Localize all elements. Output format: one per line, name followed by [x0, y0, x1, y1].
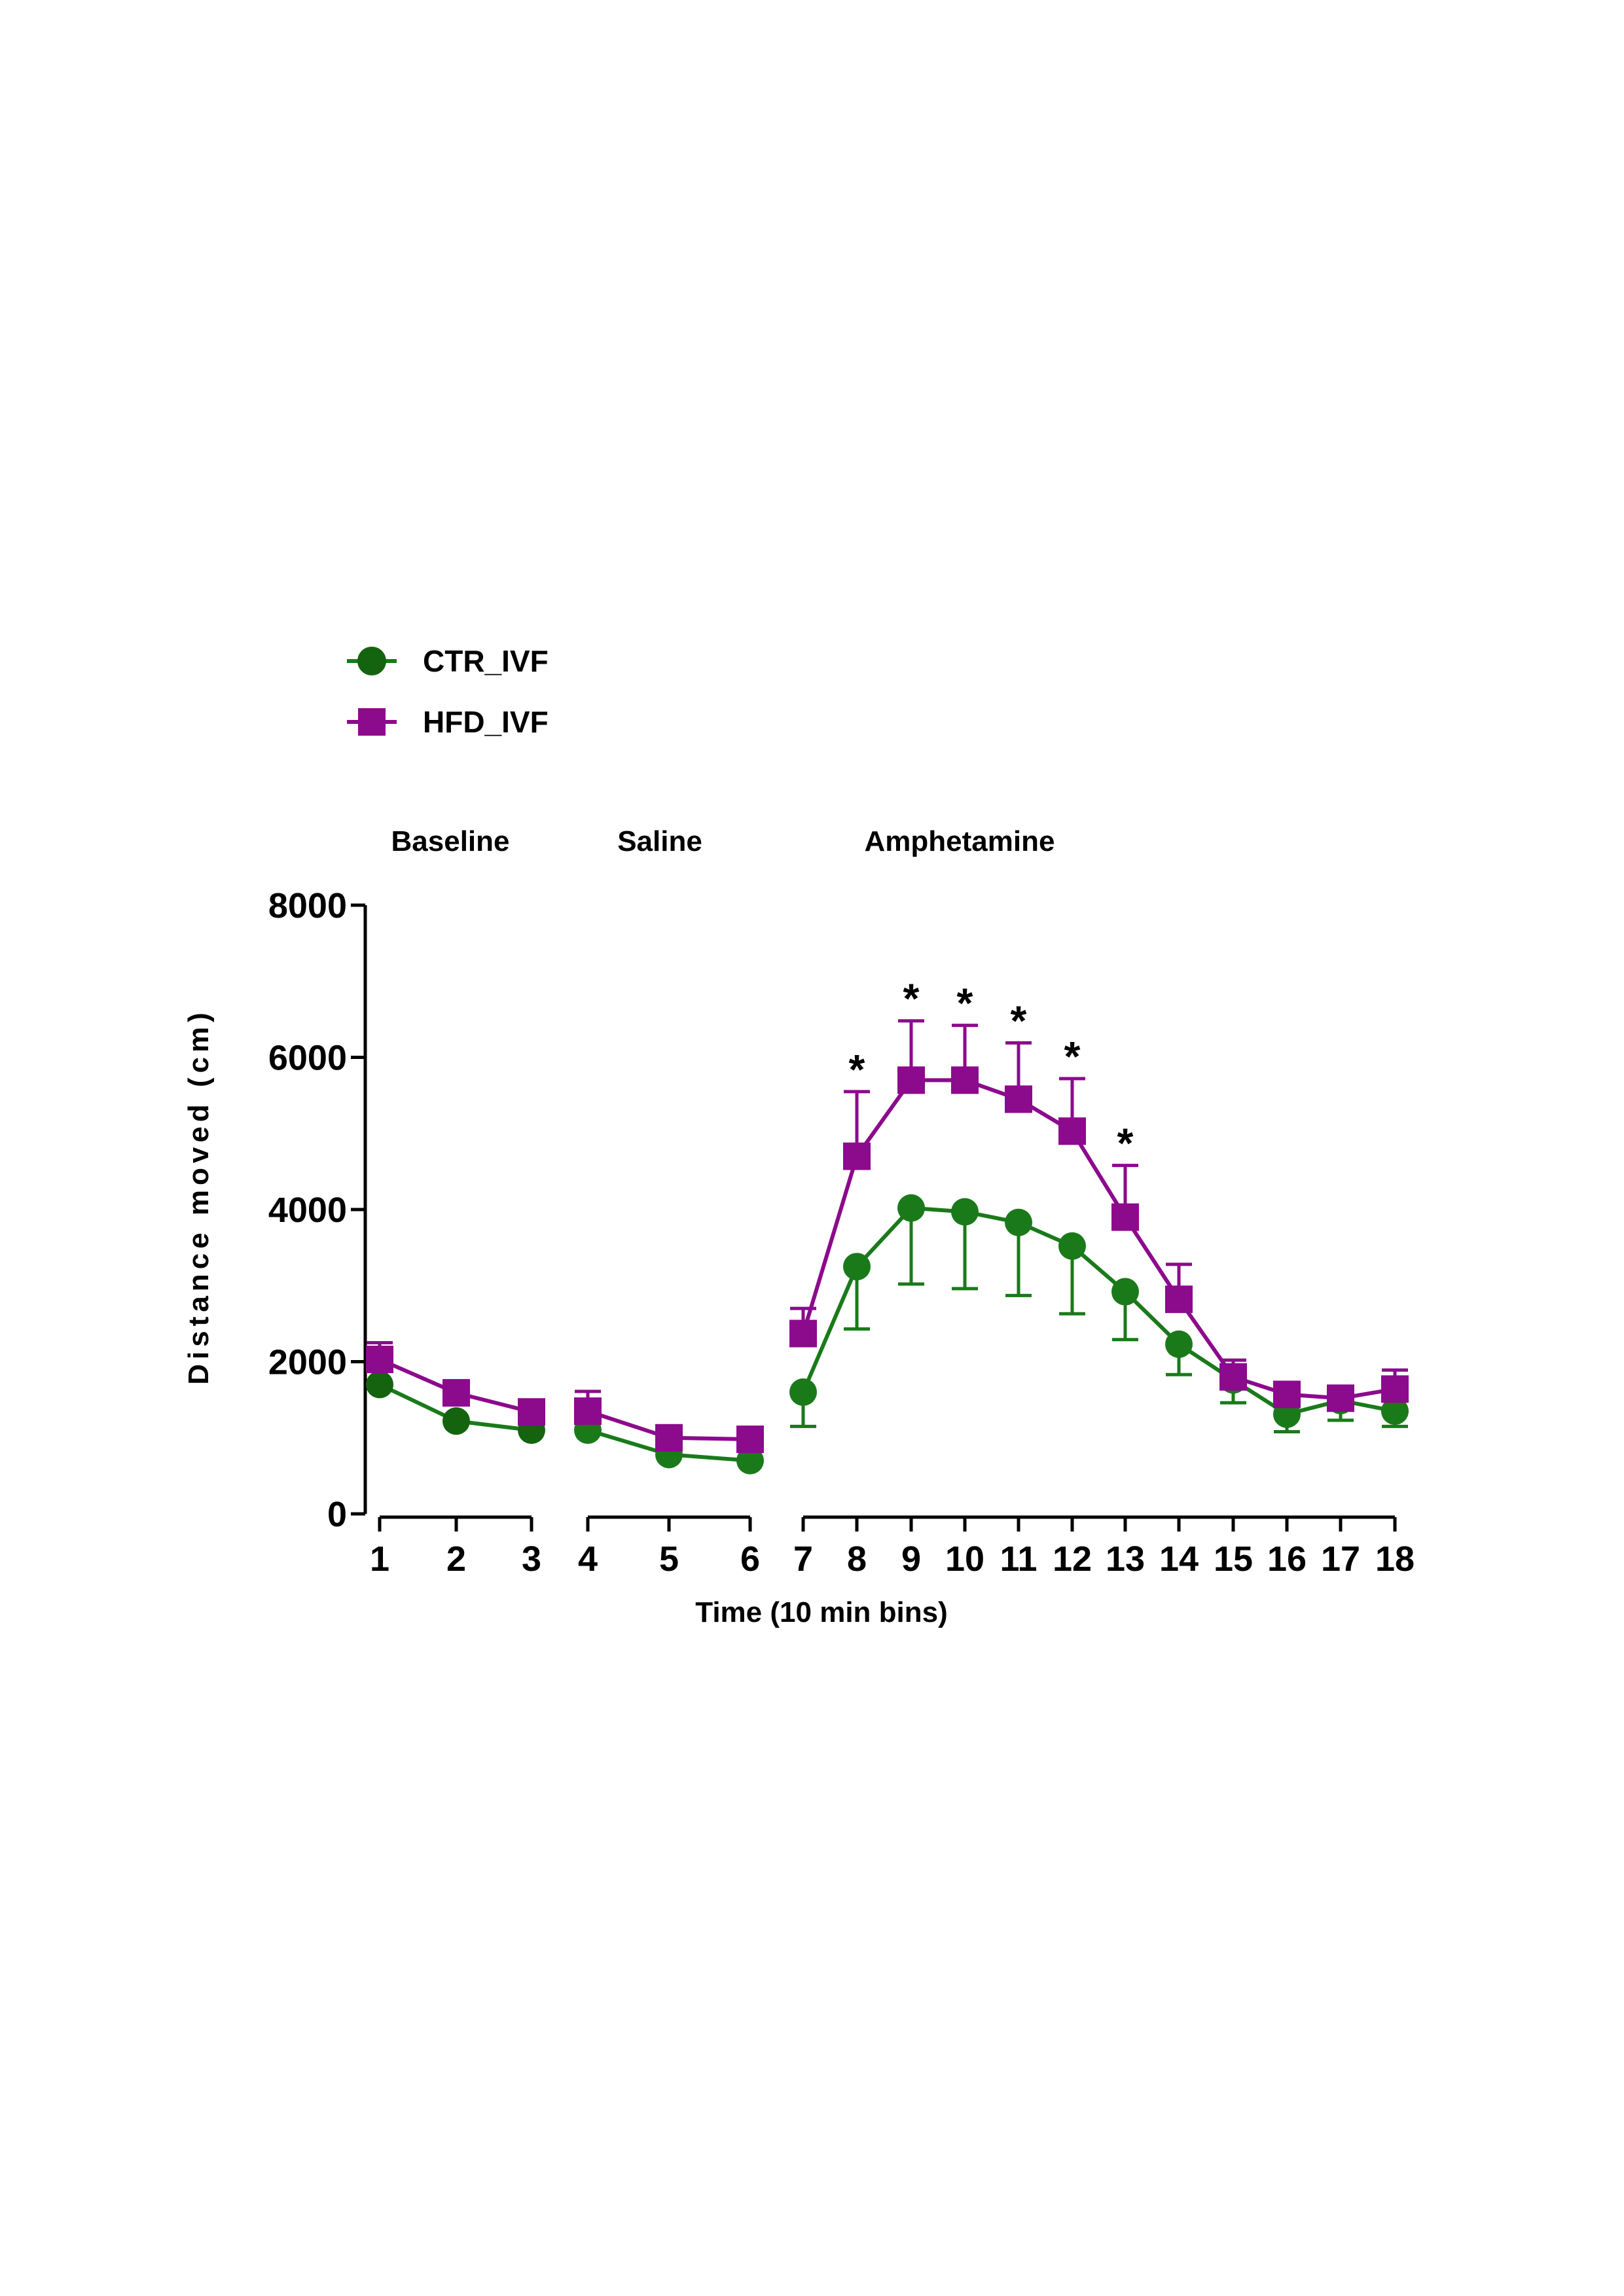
x-tick-label: 14: [1159, 1539, 1199, 1579]
data-point: [366, 1371, 393, 1399]
significance-markers: * * * * * *: [849, 975, 1134, 1167]
data-point: [1381, 1397, 1409, 1426]
data-point: [1058, 1232, 1086, 1260]
legend-marker: [357, 647, 386, 675]
x-tick-label: 6: [740, 1539, 760, 1579]
x-tick-label: 15: [1214, 1539, 1253, 1579]
x-tick-label: 8: [847, 1539, 867, 1579]
x-tick-label: 2: [446, 1539, 466, 1579]
x-tick-label: 18: [1375, 1539, 1415, 1579]
x-tick-label: 11: [1000, 1539, 1037, 1579]
significance-asterisk: *: [957, 980, 973, 1027]
x-tick-label: 16: [1267, 1539, 1307, 1579]
x-tick-label: 3: [522, 1539, 541, 1579]
x-tick-label: 13: [1106, 1539, 1145, 1579]
data-point: [789, 1319, 817, 1348]
data-point: [843, 1142, 871, 1170]
significance-asterisk: *: [903, 975, 920, 1022]
phase-label: Baseline: [391, 825, 510, 857]
x-tick-label: 5: [659, 1539, 679, 1579]
y-tick-label: 2000: [268, 1343, 347, 1382]
legend-marker: [358, 708, 386, 736]
series-line: [801, 1206, 1396, 1416]
data-point: [442, 1407, 470, 1435]
phase-labels: Baseline Saline Amphetamine: [391, 825, 1055, 857]
data-point: [442, 1379, 470, 1407]
x-tick-label: 9: [901, 1539, 921, 1579]
data-point: [789, 1378, 817, 1406]
y-tick-label: 8000: [268, 886, 347, 925]
x-tick-label: 10: [945, 1539, 984, 1579]
legend: CTR_IVF HFD_IVF: [347, 644, 549, 739]
series-CTR_IVF: [366, 1194, 1409, 1475]
data-point: [1005, 1208, 1032, 1236]
data-point: [366, 1346, 393, 1374]
y-axis: 0 2000 4000 6000 8000: [268, 886, 367, 1534]
significance-asterisk: *: [1011, 997, 1027, 1044]
data-point: [1165, 1285, 1193, 1314]
phase-label: Saline: [617, 825, 702, 857]
data-point: [1058, 1117, 1086, 1145]
data-point: [1111, 1278, 1139, 1306]
series-line: [801, 1078, 1396, 1401]
x-axis: 1 2 3 4 5 6 7 8 9 10 11 12 13 14 15 16 17 18: [370, 1515, 1415, 1579]
data-point: [951, 1066, 979, 1094]
phase-label: Amphetamine: [865, 825, 1055, 857]
significance-asterisk: *: [1117, 1120, 1134, 1167]
series-layer: [366, 1019, 1409, 1475]
data-point: [1165, 1330, 1193, 1358]
x-tick-label: 4: [578, 1539, 598, 1579]
y-axis-title: Distance moved (cm): [183, 1008, 215, 1385]
data-point: [1005, 1085, 1032, 1113]
y-tick-label: 6000: [268, 1039, 347, 1078]
y-tick-label: 0: [327, 1495, 347, 1534]
legend-item: CTR_IVF: [347, 644, 549, 678]
data-point: [1381, 1375, 1409, 1403]
x-tick-label: 7: [793, 1539, 813, 1579]
data-point: [897, 1194, 925, 1222]
data-point: [574, 1397, 602, 1426]
data-point: [1327, 1384, 1354, 1412]
data-point: [655, 1424, 683, 1452]
data-point: [518, 1398, 545, 1426]
legend-label: HFD_IVF: [423, 705, 549, 739]
data-point: [1111, 1203, 1139, 1231]
x-axis-title: Time (10 min bins): [695, 1596, 948, 1628]
data-point: [1219, 1363, 1247, 1391]
data-point: [951, 1198, 979, 1226]
data-point: [843, 1253, 871, 1281]
significance-asterisk: *: [849, 1046, 865, 1093]
legend-item: HFD_IVF: [347, 705, 549, 739]
series-HFD_IVF: [366, 1019, 1409, 1454]
significance-asterisk: *: [1064, 1033, 1081, 1080]
legend-label: CTR_IVF: [423, 644, 549, 678]
data-point: [736, 1446, 764, 1475]
data-point: [897, 1066, 925, 1094]
x-tick-label: 1: [370, 1539, 389, 1579]
x-tick-label: 12: [1053, 1539, 1092, 1579]
data-point: [736, 1426, 764, 1454]
data-point: [1273, 1380, 1301, 1408]
y-tick-label: 4000: [268, 1191, 347, 1230]
x-tick-label: 17: [1321, 1539, 1360, 1579]
